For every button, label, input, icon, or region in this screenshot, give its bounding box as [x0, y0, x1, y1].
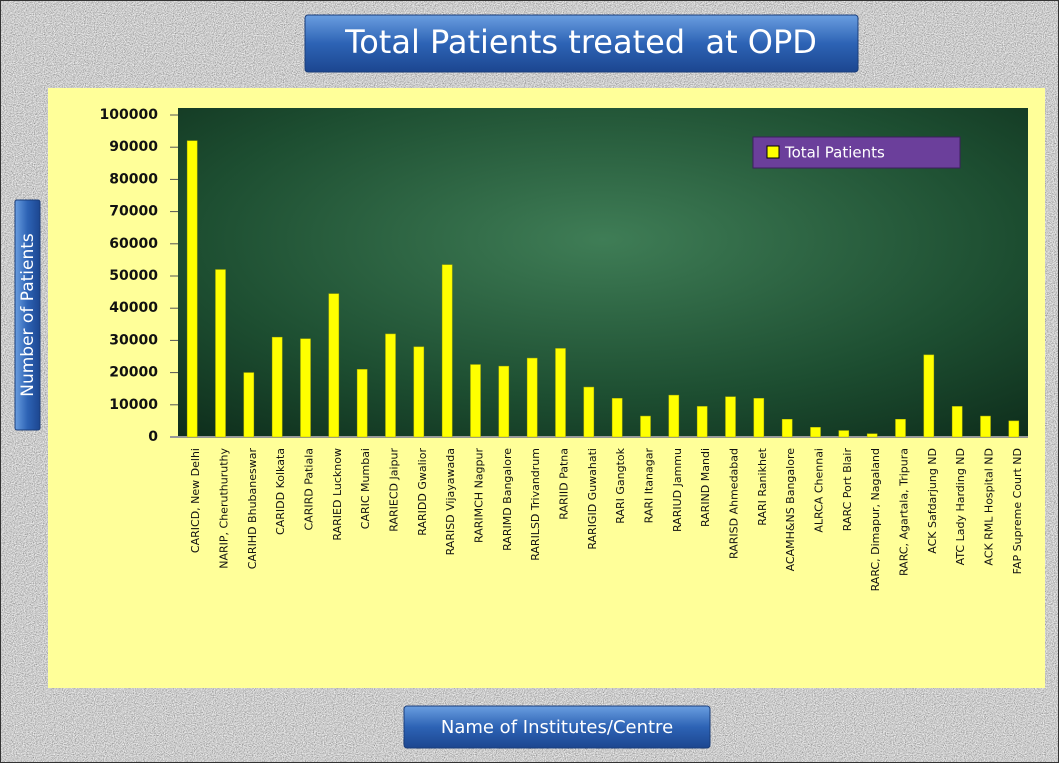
x-label-box [403, 705, 711, 749]
x-tick-label: RARI Itanagar [643, 448, 656, 524]
bar [470, 364, 481, 438]
legend-label: Total Patients [784, 144, 885, 162]
title-box [304, 14, 859, 73]
x-tick-label: CARIDD Kolkata [274, 448, 287, 535]
bar [526, 357, 538, 438]
x-tick-label: NARIP, Cheruthuruthy [218, 448, 231, 569]
y-tick-label: 30000 [109, 332, 158, 348]
y-tick-label: 70000 [109, 204, 158, 220]
bar [810, 427, 821, 438]
x-tick-label: RARIECD Jaipur [388, 448, 401, 532]
x-axis-label: Name of Institutes/Centre [441, 717, 673, 738]
bar [215, 269, 226, 438]
bar [498, 365, 510, 438]
bar [356, 369, 368, 438]
x-tick-label: ATC Lady Harding ND [954, 448, 967, 565]
y-label-box [14, 199, 41, 431]
bar [951, 406, 963, 438]
bar [923, 354, 935, 438]
x-tick-label: ACK RML Hospital ND [983, 448, 996, 566]
x-tick-label: CARIC Mumbai [359, 448, 372, 529]
bar [328, 293, 340, 438]
bar [753, 398, 765, 438]
y-tick-label: 60000 [109, 236, 158, 252]
bar [838, 430, 850, 438]
y-tick-label: 100000 [100, 107, 159, 123]
bar [300, 338, 311, 438]
bar [640, 415, 651, 438]
bar [555, 348, 566, 438]
x-tick-label: RARC Port Blair [841, 448, 854, 532]
x-tick-label: RARIDD Gwalior [416, 448, 429, 536]
bar [668, 394, 680, 438]
bar [243, 372, 255, 438]
bar [611, 398, 623, 438]
y-tick-label: 90000 [109, 139, 158, 155]
x-tick-label: RARILSD Trivandrum [529, 448, 542, 561]
y-tick-label: 80000 [109, 171, 158, 187]
y-tick-label: 40000 [109, 300, 158, 316]
x-tick-label: CARICD, New Delhi [189, 448, 202, 553]
chart-title: Total Patients treated at OPD [344, 23, 817, 61]
y-tick-label: 0 [148, 429, 158, 445]
legend-swatch [766, 145, 780, 159]
bar [725, 396, 736, 438]
x-tick-label: RARISD Vijayawada [444, 448, 457, 555]
bar [1008, 420, 1020, 438]
x-tick-label: ACAMH&NS Bangalore [784, 448, 797, 572]
bar [271, 336, 283, 438]
bar [696, 406, 708, 438]
y-axis-label: Number of Patients [18, 233, 38, 397]
x-tick-label: RARIND Mandi [699, 448, 712, 527]
x-tick-label: RARIMD Bangalore [501, 448, 514, 551]
bar [866, 433, 878, 438]
x-tick-label: RARISD Ahmedabad [728, 448, 741, 559]
legend [752, 136, 961, 169]
x-tick-label: RARC, Agartala, Tripura [898, 448, 911, 576]
bar [583, 386, 595, 438]
x-tick-label: ALRCA Chennai [813, 448, 826, 533]
bar [980, 415, 991, 438]
x-tick-label: RARI Gangtok [614, 447, 627, 523]
bar [895, 419, 906, 438]
x-tick-label: RARIID Patna [558, 448, 571, 520]
x-tick-label: RARIGID Guwahati [586, 448, 599, 550]
x-tick-label: RARIED Lucknow [331, 448, 344, 541]
x-tick-label: RARIMCH Nagpur [473, 448, 486, 543]
y-tick-label: 20000 [109, 365, 158, 381]
x-tick-label: RARIUD Jammu [671, 448, 684, 532]
x-tick-label: RARC, Dimapur, Nagaland [869, 448, 882, 591]
bar [413, 346, 425, 438]
x-tick-label: CARIRD Patiala [303, 448, 316, 531]
bar [441, 264, 453, 438]
bar [385, 333, 396, 438]
x-tick-label: ACK Safdarjung ND [926, 448, 939, 554]
x-tick-label: RARI Ranikhet [756, 447, 769, 525]
y-tick-label: 50000 [109, 268, 158, 284]
x-tick-label: CARIHD Bhubaneswar [246, 448, 259, 570]
bar [186, 140, 198, 438]
y-tick-label: 10000 [109, 397, 158, 413]
bar [781, 419, 793, 438]
x-tick-label: FAP Supreme Court ND [1011, 448, 1024, 574]
